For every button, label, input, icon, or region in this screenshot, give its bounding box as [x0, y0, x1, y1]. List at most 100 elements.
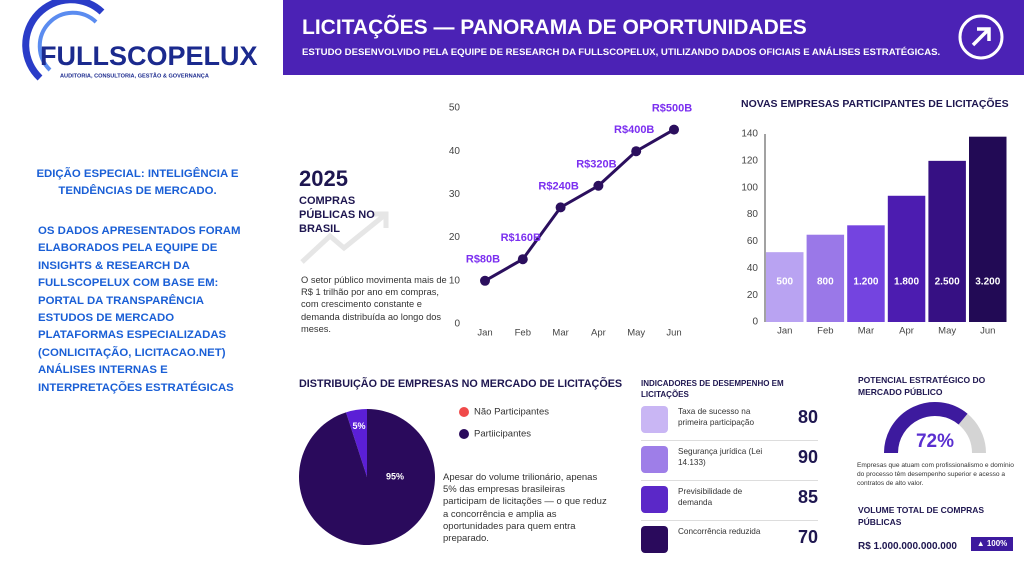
indicator-icon	[641, 486, 668, 513]
button-arrow	[971, 27, 991, 47]
point	[669, 124, 679, 135]
chart-title: NOVAS EMPRESAS PARTICIPANTES DE LICITAÇÕ…	[741, 97, 1009, 110]
intro: OS DADOS APRESENTADOS FORAM ELABORADOS P…	[38, 223, 243, 397]
y-tick-label: 50	[449, 103, 461, 114]
indicator-value: 70	[797, 527, 818, 547]
point	[517, 254, 528, 265]
indicator-value: 80	[797, 407, 818, 427]
slice-label: 5%	[353, 421, 366, 431]
y-tick-label: 30	[449, 189, 461, 200]
point-annotation: R$240B	[538, 180, 578, 192]
bar-annotation: 3.200	[975, 277, 1000, 288]
indicator-value: 90	[797, 447, 818, 467]
bar	[887, 195, 926, 322]
highlight-title: COMPRAS PÚBLICAS NO BRASIL	[299, 195, 375, 235]
gauge-value	[884, 402, 968, 454]
x-tick-label: May	[627, 328, 645, 339]
y-tick-label: 40	[449, 146, 461, 157]
indicator-label: Previsibilidade de demanda	[678, 487, 743, 507]
x-tick-label: Mar	[858, 326, 874, 337]
y-tick-label: 100	[741, 182, 758, 193]
x-tick-label: Jan	[777, 326, 792, 337]
source: ANÁLISES INTERNAS E INTERPRETAÇÕES ESTRA…	[38, 364, 234, 394]
gauge-note: Empresas que atuam com profissionalismo …	[857, 462, 1014, 487]
y-tick-label: 10	[449, 275, 461, 286]
source: ESTUDOS DE MERCADO	[38, 312, 175, 325]
bar-annotation: 1.800	[894, 277, 919, 288]
volume-title: VOLUME TOTAL DE COMPRAS PÚBLICAS	[858, 505, 985, 527]
bar-annotation: 800	[817, 277, 834, 288]
indicator-icon	[641, 526, 668, 553]
point-annotation: R$500B	[652, 103, 692, 115]
indicator-row: Segurança jurídica (Lei 14.133) 90	[641, 440, 818, 481]
point-annotation: R$400B	[614, 124, 654, 136]
point	[593, 180, 604, 191]
point	[555, 202, 566, 213]
indicator-row: Taxa de sucesso na primeira participação…	[641, 400, 818, 441]
button-ring	[958, 14, 1004, 60]
indicators-title: INDICADORES DE DESEMPENHO EM LICITAÇÕES	[641, 379, 784, 399]
point-annotation: R$160B	[501, 232, 541, 244]
y-tick-label: 0	[454, 319, 460, 330]
pie-note: Apesar do volume trilionário, apenas 5% …	[443, 472, 607, 545]
logo-name: FULLSCOPELUX	[40, 41, 258, 71]
legend-marker	[459, 429, 469, 439]
source: PORTAL DA TRANSPARÊNCIA	[38, 294, 205, 307]
bar	[766, 252, 804, 322]
logo-swoosh	[22, 0, 105, 81]
highlight-text: O setor público movimenta mais de R$ 1 t…	[301, 275, 447, 334]
indicator-icon	[641, 446, 668, 473]
x-tick-label: Apr	[591, 328, 606, 339]
y-tick-label: 0	[752, 317, 758, 328]
up-icon: ▲	[976, 539, 987, 548]
x-tick-label: Mar	[552, 328, 568, 339]
volume-value: R$ 1.000.000.000.000	[858, 541, 957, 552]
indicator-label: Segurança jurídica (Lei 14.133)	[678, 447, 763, 467]
x-tick-label: Jun	[666, 328, 681, 339]
y-tick-label: 20	[449, 232, 461, 243]
gauge-title: POTENCIAL ESTRATÉGICO DO MERCADO PÚBLICO	[858, 375, 986, 397]
indicator-label: Taxa de sucesso na primeira participação	[678, 407, 754, 427]
legend-label: Não Participantes	[474, 407, 549, 418]
x-tick-label: Jan	[477, 328, 492, 339]
y-tick-label: 120	[741, 155, 758, 166]
pie-slice	[345, 409, 367, 477]
point	[480, 275, 490, 286]
x-tick-label: May	[938, 326, 956, 337]
bar	[847, 225, 885, 322]
header-banner	[283, 0, 1024, 75]
slice-label: 95%	[386, 471, 404, 481]
indicator-label: Concorrência reduzida	[678, 527, 761, 536]
intro-text: OS DADOS APRESENTADOS FORAM ELABORADOS P…	[38, 225, 241, 290]
y-tick-label: 20	[747, 290, 759, 301]
gauge-label: 72%	[916, 431, 954, 452]
y-tick-label: 60	[747, 236, 759, 247]
y-tick-label: 80	[747, 209, 759, 220]
x-tick-label: Feb	[817, 326, 833, 337]
y-tick-label: 140	[741, 129, 758, 140]
point-annotation: R$320B	[576, 159, 616, 171]
bar-annotation: 500	[776, 277, 793, 288]
x-tick-label: Feb	[515, 328, 531, 339]
legend-label: Partiicipantes	[474, 429, 531, 440]
logo-swoosh	[37, 10, 98, 72]
chart-title: DISTRIBUIÇÃO DE EMPRESAS NO MERCADO DE L…	[299, 377, 622, 390]
y-tick-label: 40	[747, 263, 759, 274]
line	[484, 128, 675, 283]
point-annotation: R$80B	[466, 254, 500, 266]
bar	[928, 160, 966, 322]
indicator-row: Concorrência reduzida 70	[641, 520, 818, 560]
indicator-row: Previsibilidade de demanda 85	[641, 480, 818, 521]
source: PLATAFORMAS ESPECIALIZADAS (CONLICITAÇÃO…	[38, 329, 227, 359]
x-tick-label: Apr	[899, 326, 914, 337]
header-title: LICITAÇÕES — PANORAMA DE OPORTUNIDADES	[302, 16, 807, 39]
indicator-icon	[641, 406, 668, 433]
x-tick-label: Jun	[980, 326, 995, 337]
point	[631, 146, 642, 157]
trend-icon	[300, 211, 389, 264]
volume-change: 100%	[986, 539, 1008, 548]
header-button[interactable]	[956, 12, 1006, 62]
